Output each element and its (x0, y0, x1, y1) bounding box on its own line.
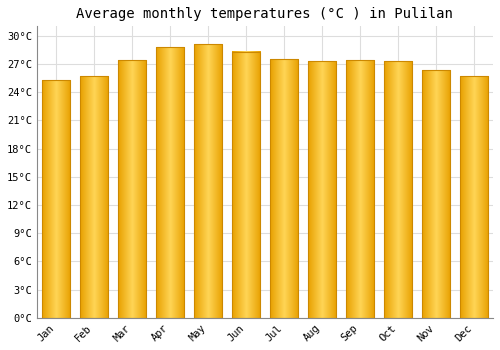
Bar (270, 59, 298, 318)
Title: Average monthly temperatures (°C ) in Pulilan: Average monthly temperatures (°C ) in Pu… (76, 7, 454, 21)
Bar (460, 76, 488, 318)
Bar (308, 61, 336, 318)
Bar (80, 76, 108, 318)
Bar (42, 80, 70, 318)
Bar (194, 44, 222, 318)
Bar (232, 52, 260, 318)
Bar (346, 60, 374, 318)
Bar (156, 47, 184, 318)
Bar (422, 70, 450, 318)
Bar (384, 61, 412, 318)
Bar (118, 60, 146, 318)
